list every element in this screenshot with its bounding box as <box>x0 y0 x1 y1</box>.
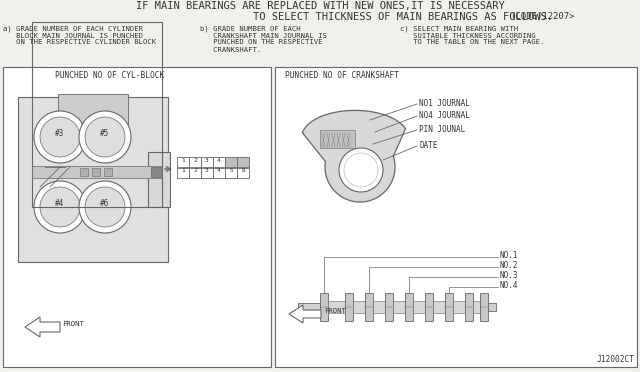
Bar <box>189 157 201 167</box>
Text: a) GRADE NUMBER OF EACH CYLINDER
   BLOCK MAIN JOURNAL IS PUNCHED
   ON THE RESP: a) GRADE NUMBER OF EACH CYLINDER BLOCK M… <box>3 25 156 45</box>
Bar <box>237 168 249 178</box>
Circle shape <box>40 187 80 227</box>
Circle shape <box>40 117 80 157</box>
Text: #6: #6 <box>100 199 109 208</box>
Circle shape <box>79 181 131 233</box>
Text: NO.4: NO.4 <box>500 282 518 291</box>
Circle shape <box>339 148 383 192</box>
Text: DATE: DATE <box>419 141 438 150</box>
Bar <box>92 168 100 176</box>
Text: 2: 2 <box>193 157 197 163</box>
Circle shape <box>85 187 125 227</box>
Bar <box>201 168 213 178</box>
Bar <box>445 293 453 321</box>
Bar <box>32 166 162 178</box>
Bar <box>237 157 249 167</box>
Text: NO.3: NO.3 <box>500 272 518 280</box>
Bar <box>275 67 637 367</box>
Bar <box>365 293 373 321</box>
Bar <box>3 67 271 367</box>
Text: 1: 1 <box>181 157 185 163</box>
Text: PIN JOUNAL: PIN JOUNAL <box>419 125 465 134</box>
Bar <box>393 301 405 313</box>
Bar <box>433 301 445 313</box>
Bar <box>189 168 201 178</box>
Text: 3: 3 <box>205 157 209 163</box>
Bar <box>385 293 393 321</box>
Text: 6: 6 <box>241 169 245 173</box>
Bar <box>201 157 213 167</box>
Text: FRONT: FRONT <box>62 321 84 327</box>
Bar <box>405 293 413 321</box>
Text: #3: #3 <box>56 129 65 138</box>
Bar <box>480 293 488 321</box>
Circle shape <box>85 117 125 157</box>
Circle shape <box>344 153 378 187</box>
Text: NO4 JOURNAL: NO4 JOURNAL <box>419 110 470 119</box>
Text: FRONT: FRONT <box>324 308 346 314</box>
Bar <box>298 303 320 311</box>
Bar <box>104 168 112 176</box>
Text: NO1 JOURNAL: NO1 JOURNAL <box>419 99 470 108</box>
Bar <box>465 293 473 321</box>
Circle shape <box>34 111 86 163</box>
Text: 5: 5 <box>229 169 233 173</box>
Text: IF MAIN BEARINGS ARE REPLACED WITH NEW ONES,IT IS NECESSARY: IF MAIN BEARINGS ARE REPLACED WITH NEW O… <box>136 1 504 11</box>
Text: c) SELECT MAIN BEARING WITH
   SUITABLE THICKNESS ACCORDING
   TO THE TABLE ON T: c) SELECT MAIN BEARING WITH SUITABLE THI… <box>400 25 545 45</box>
Text: J12002CT: J12002CT <box>597 355 635 364</box>
Bar <box>148 152 170 207</box>
Polygon shape <box>25 317 60 337</box>
Bar <box>177 157 189 167</box>
Bar <box>328 301 345 313</box>
Bar <box>18 97 168 262</box>
Bar <box>453 301 465 313</box>
Bar <box>320 130 355 148</box>
Text: #5: #5 <box>100 129 109 138</box>
Bar <box>32 22 162 207</box>
Text: TO SELECT THICKNESS OF MAIN BEARINGS AS FOLLOWS.: TO SELECT THICKNESS OF MAIN BEARINGS AS … <box>253 12 553 22</box>
Text: PUNCHED NO OF CYL-BLOCK: PUNCHED NO OF CYL-BLOCK <box>55 71 164 80</box>
Text: PUNCHED NO OF CRANKSHAFT: PUNCHED NO OF CRANKSHAFT <box>285 71 399 80</box>
Text: (CODE)12207>: (CODE)12207> <box>510 12 575 21</box>
Bar <box>151 167 161 177</box>
Bar <box>353 301 365 313</box>
Text: 3: 3 <box>205 169 209 173</box>
Bar <box>413 301 425 313</box>
Bar <box>473 301 480 313</box>
Bar <box>225 157 237 167</box>
Polygon shape <box>303 110 406 202</box>
Bar <box>320 293 328 321</box>
Bar <box>345 293 353 321</box>
Polygon shape <box>289 305 321 323</box>
Text: 1: 1 <box>181 169 185 173</box>
Text: NO.1: NO.1 <box>500 251 518 260</box>
Text: 4: 4 <box>217 169 221 173</box>
Circle shape <box>79 111 131 163</box>
Text: 4: 4 <box>217 157 221 163</box>
Bar <box>213 157 225 167</box>
Text: NO.2: NO.2 <box>500 262 518 270</box>
Bar <box>177 168 189 178</box>
Bar <box>213 168 225 178</box>
Bar <box>373 301 385 313</box>
Bar <box>58 94 128 132</box>
Text: b) GRADE NUMBER OF EACH
   CRANKSHAFT MAIN JOURNAL IS
   PUNCHED ON THE RESPECTI: b) GRADE NUMBER OF EACH CRANKSHAFT MAIN … <box>200 25 327 52</box>
Bar <box>425 293 433 321</box>
Bar <box>225 168 237 178</box>
Bar <box>488 303 496 311</box>
Circle shape <box>34 181 86 233</box>
Text: 2: 2 <box>193 169 197 173</box>
Bar <box>80 168 88 176</box>
Text: #4: #4 <box>56 199 65 208</box>
